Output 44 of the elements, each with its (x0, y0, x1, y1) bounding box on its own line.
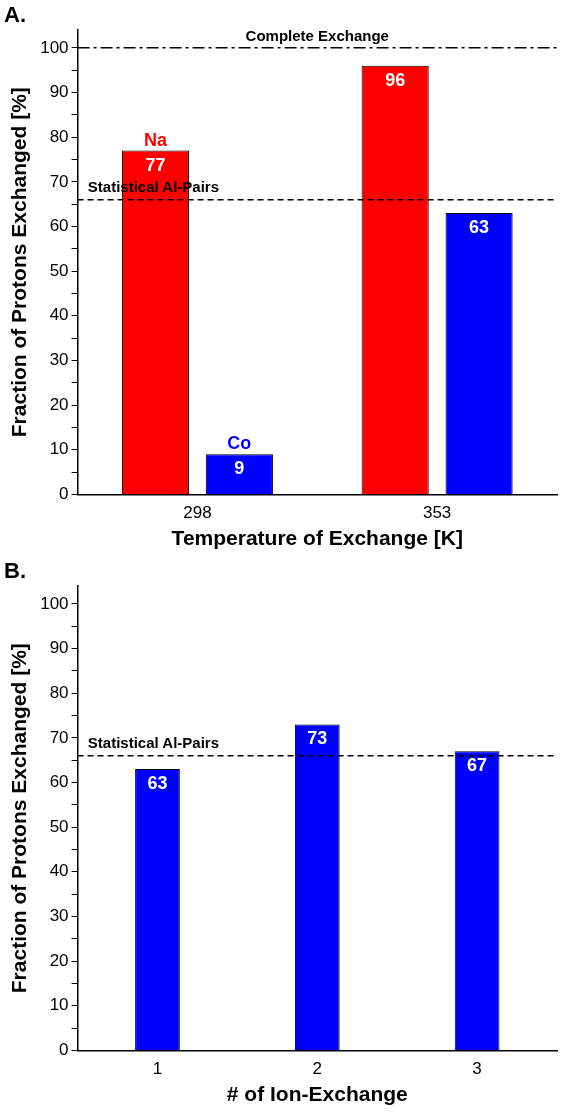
data-label: 96 (385, 69, 406, 90)
y-tick-label: 90 (49, 82, 69, 102)
y-axis-title: Fraction of Protons Exchanged [%] (7, 643, 31, 994)
y-tick-label: 80 (49, 126, 69, 146)
y-tick-label: 0 (59, 484, 69, 504)
text: B. (4, 558, 26, 584)
x-tick-label: 353 (422, 503, 452, 523)
y-tick-label: 10 (49, 995, 69, 1015)
data-label: 77 (145, 154, 166, 175)
y-tick-label: 100 (40, 593, 69, 613)
y-tick-label: 50 (49, 816, 69, 836)
y-tick-label: 60 (49, 216, 69, 236)
y-tick-label: 0 (59, 1040, 69, 1060)
y-tick-label: 20 (49, 394, 69, 414)
data-label: 63 (469, 217, 490, 238)
series-label: Co (227, 433, 252, 454)
y-tick-label: 80 (49, 682, 69, 702)
data-label: 67 (467, 755, 488, 776)
x-tick-label: 3 (472, 1059, 482, 1079)
y-tick-label: 20 (49, 950, 69, 970)
ref-line-label: Statistical Al-Pairs (87, 734, 220, 752)
data-label: 63 (147, 773, 168, 794)
text: A. (4, 2, 26, 28)
data-label: 9 (234, 458, 245, 479)
series-label: Na (143, 129, 168, 150)
y-axis-title: Fraction of Protons Exchanged [%] (7, 87, 31, 438)
x-tick-label: 1 (152, 1059, 163, 1079)
x-axis-title: Temperature of Exchange [K] (171, 526, 463, 550)
ref-line-label: Complete Exchange (245, 26, 389, 44)
x-tick-label: 298 (183, 503, 212, 523)
y-tick-label: 50 (49, 260, 69, 280)
y-tick-label: 30 (49, 350, 69, 370)
y-tick-label: 40 (49, 305, 69, 325)
y-tick-label: 70 (49, 727, 69, 747)
y-tick-label: 100 (40, 37, 69, 57)
x-tick-label: 2 (312, 1059, 323, 1079)
y-tick-label: 60 (49, 772, 69, 792)
y-tick-label: 40 (49, 861, 69, 881)
y-tick-label: 70 (49, 171, 69, 191)
y-tick-label: 90 (49, 638, 69, 658)
y-tick-label: 30 (49, 906, 69, 926)
y-tick-label: 10 (49, 439, 69, 459)
x-axis-title: # of Ion-Exchange (226, 1082, 408, 1106)
data-label: 73 (307, 728, 328, 749)
